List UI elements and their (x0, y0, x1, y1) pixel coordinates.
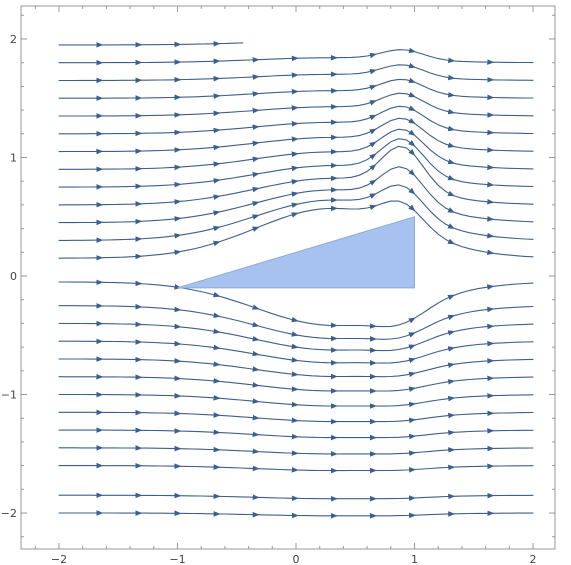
x-tick-label: 0 (293, 553, 300, 565)
stream-arrow (447, 158, 456, 165)
stream-arrow (408, 148, 416, 156)
stream-arrow (252, 336, 260, 342)
streamline (58, 64, 534, 82)
stream-arrow (369, 100, 377, 106)
stream-arrow (291, 202, 299, 208)
streamline (58, 78, 534, 99)
stream-arrow (291, 316, 299, 323)
stream-arrow (447, 330, 456, 336)
x-tick-label: 2 (530, 553, 537, 565)
y-tick-label: 2 (10, 33, 17, 46)
obstacle-triangle (177, 216, 415, 289)
y-tick-label: −2 (1, 507, 17, 520)
stream-arrow (408, 47, 417, 54)
axis-tick-labels: −2 −1 0 1 2 −2 −1 0 1 2 (1, 33, 537, 565)
streamline (58, 138, 534, 188)
stream-arrow (252, 214, 260, 220)
stream-arrow (408, 105, 416, 111)
streamline (58, 305, 534, 340)
stream-arrow (369, 179, 377, 186)
stream-arrow (291, 212, 299, 218)
y-tick-label: 0 (10, 270, 17, 283)
streamlines (58, 40, 534, 519)
streamline (58, 200, 534, 259)
stream-arrow (447, 207, 455, 213)
stream-arrow (251, 226, 260, 232)
stream-arrow (212, 291, 221, 298)
stream-arrow (369, 204, 377, 211)
stream-arrow (408, 317, 416, 324)
stream-arrow (213, 225, 221, 232)
y-tick-label: 1 (10, 152, 17, 165)
stream-arrow (447, 190, 455, 197)
stream-arrow (447, 314, 456, 321)
stream-arrow (252, 321, 260, 328)
stream-arrow (212, 240, 221, 247)
stream-arrow (252, 186, 260, 193)
x-tick-label: −2 (51, 553, 67, 565)
stream-arrow (447, 174, 456, 181)
streamline (58, 105, 534, 135)
stream-arrow (408, 204, 416, 212)
streamline (58, 145, 534, 206)
stream-arrow (408, 169, 416, 176)
stream-arrow (408, 62, 416, 69)
streamline (58, 128, 534, 170)
stream-arrow (369, 163, 377, 171)
stream-arrow (369, 68, 377, 75)
stream-arrow (447, 346, 456, 352)
stream-arrow (447, 294, 455, 301)
stream-arrow (408, 139, 416, 147)
stream-arrow (369, 128, 377, 135)
stream-arrow (408, 332, 416, 338)
stream-arrow (408, 187, 416, 195)
stream-arrow (447, 238, 455, 245)
plot-frame (20, 5, 556, 550)
stream-arrow (213, 312, 221, 318)
stream-arrow (408, 371, 417, 378)
stream-arrow (447, 142, 456, 148)
stream-arrow (291, 331, 299, 337)
stream-arrow (369, 114, 377, 121)
stream-arrow (408, 357, 416, 364)
stream-arrow (408, 129, 416, 136)
stream-arrow (369, 84, 377, 91)
streamline (58, 281, 534, 328)
x-tick-label: 1 (411, 553, 418, 565)
stream-arrow (252, 304, 260, 310)
x-tick-label: −1 (169, 553, 185, 565)
stream-arrow (447, 108, 456, 115)
stream-arrow (408, 77, 416, 84)
stream-arrow (291, 191, 299, 197)
stream-arrow (408, 91, 416, 98)
stream-arrow (447, 223, 455, 229)
stream-arrow (447, 125, 456, 132)
stream-arrow (369, 153, 377, 160)
stream-arrow (369, 141, 377, 148)
stream-arrow (213, 210, 221, 216)
streamline (58, 49, 534, 64)
stream-arrow (369, 193, 377, 199)
stream-arrow (252, 201, 260, 207)
stream-arrow (369, 52, 377, 59)
stream-arrow (408, 117, 416, 124)
stream-arrow (408, 344, 416, 350)
y-tick-label: −1 (1, 389, 17, 402)
axis-ticks (21, 6, 555, 549)
streamline (58, 42, 244, 46)
